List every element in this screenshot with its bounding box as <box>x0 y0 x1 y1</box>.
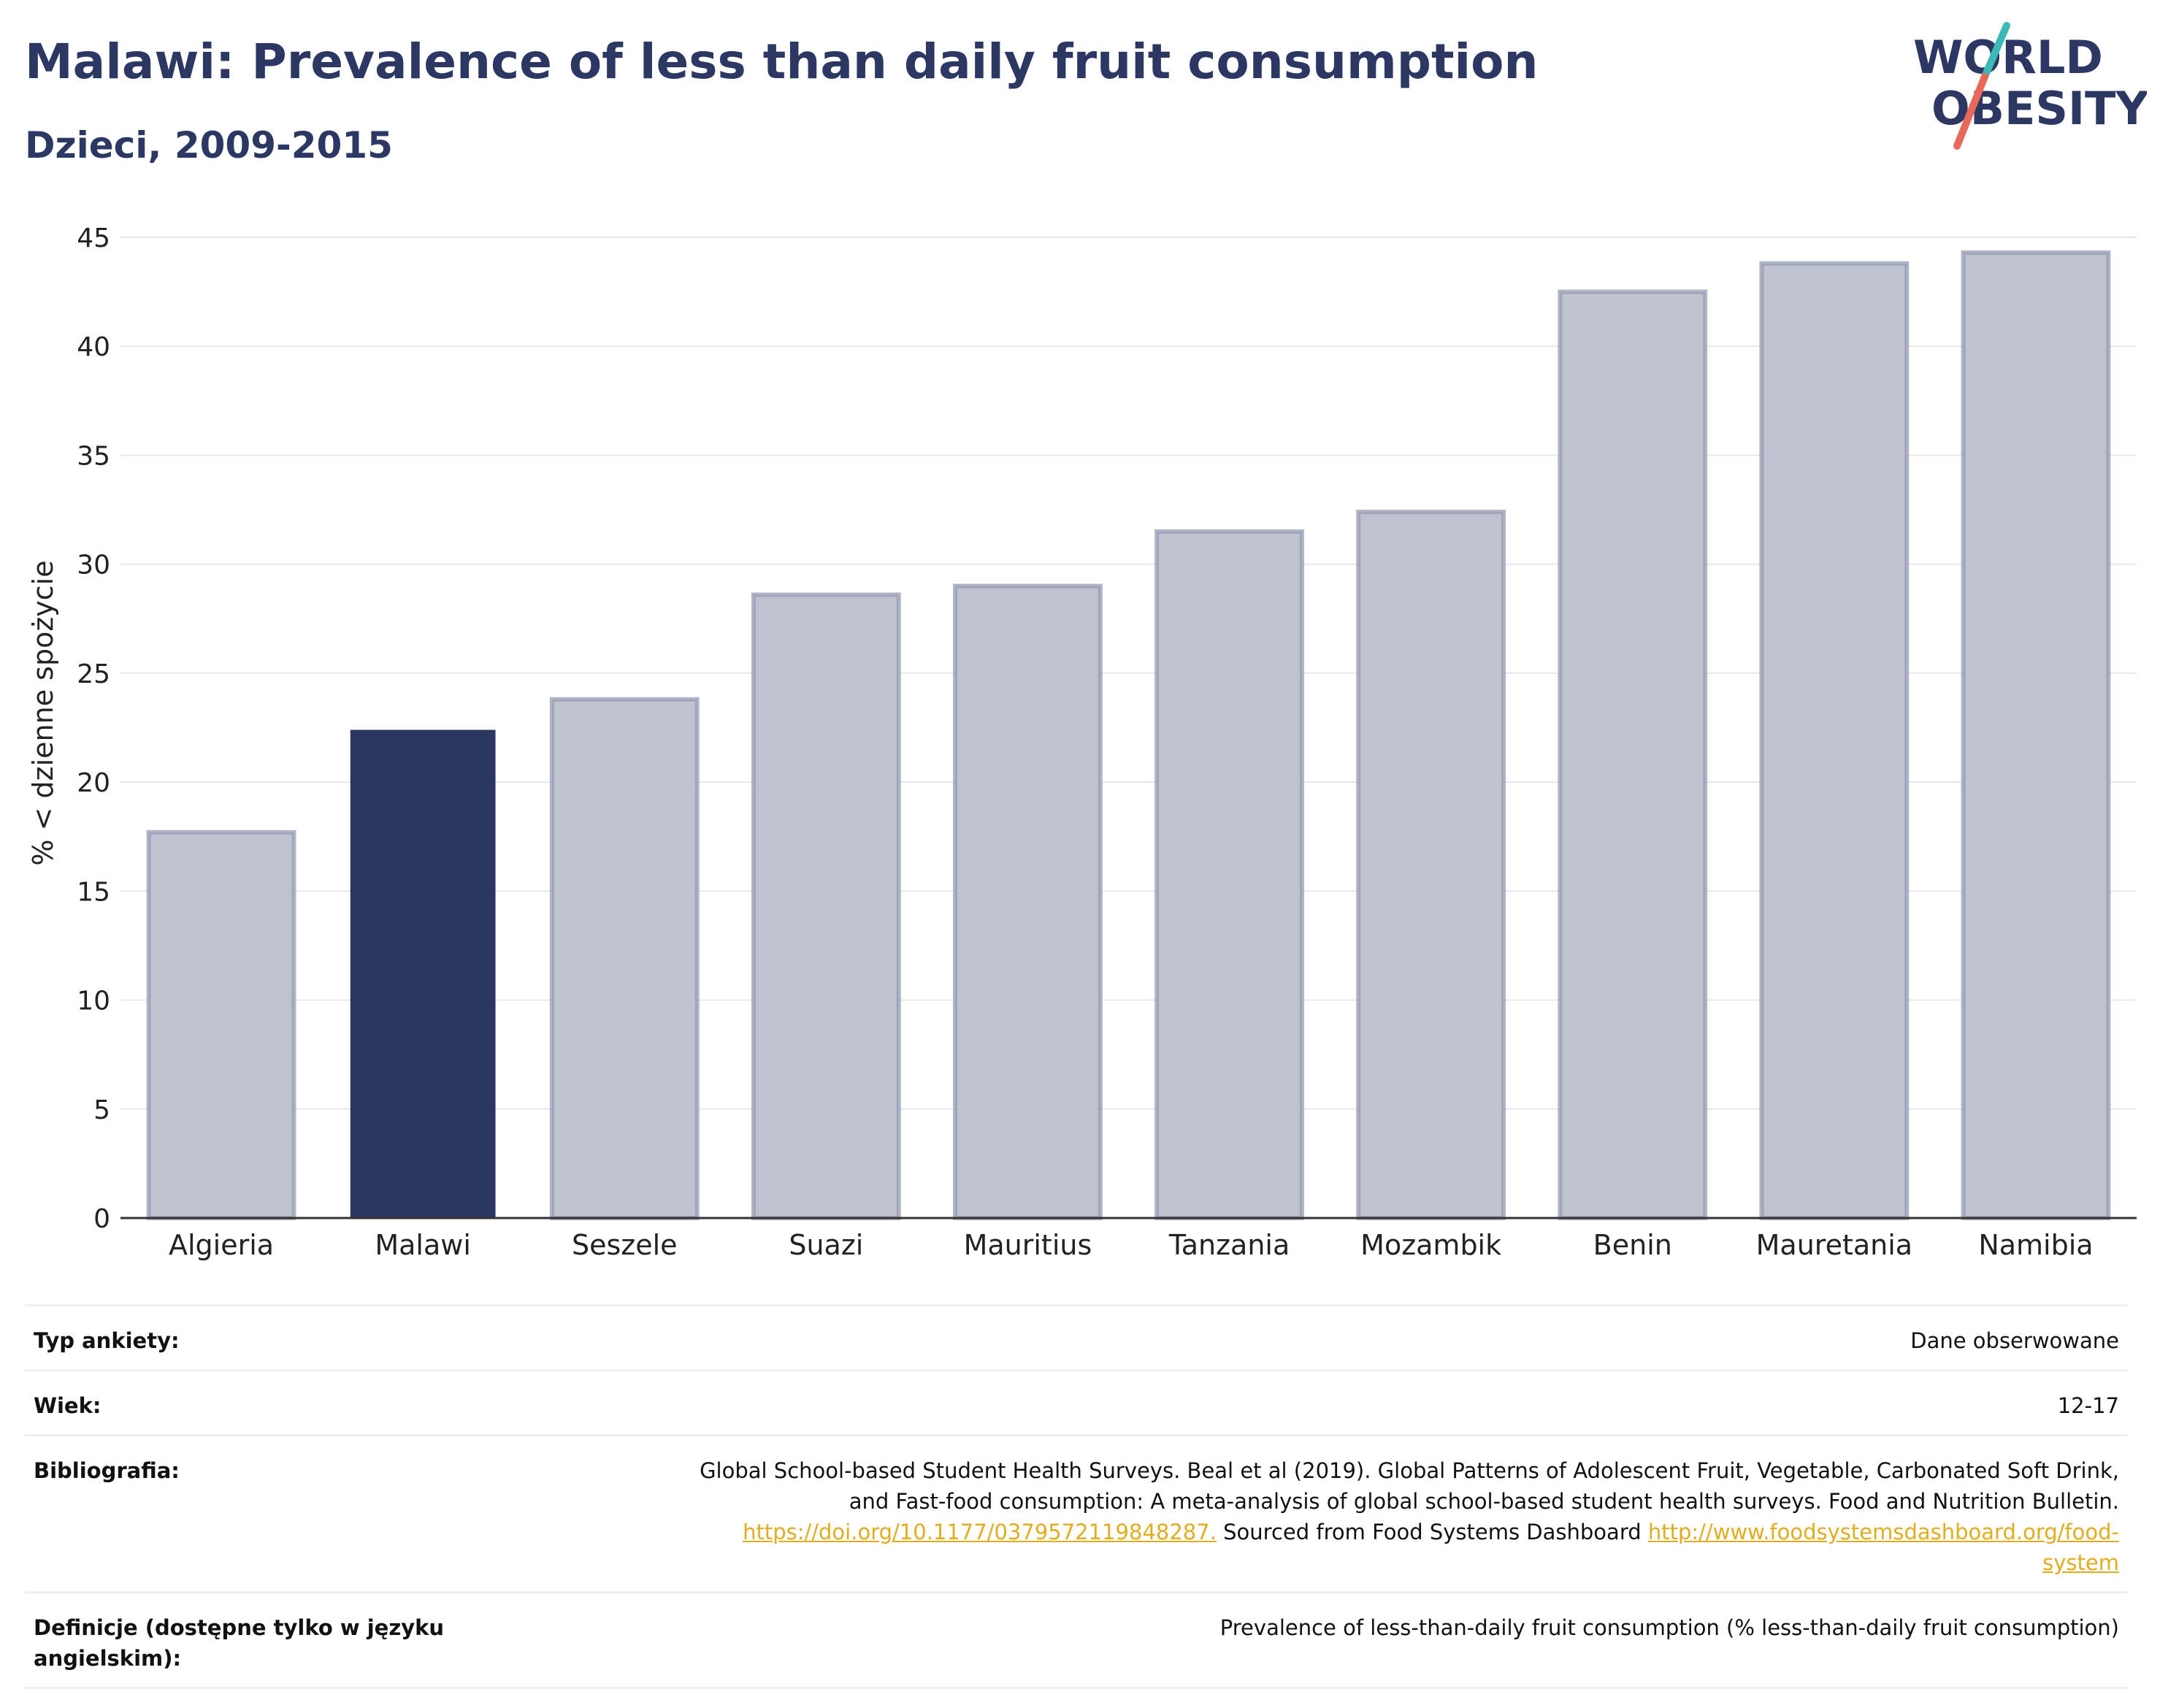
y-tick-label: 20 <box>77 768 110 798</box>
info-row-survey: Typ ankiety: Dane obserwowane <box>25 1304 2128 1369</box>
bar-algieria <box>146 830 296 1220</box>
info-row-bibliography: Bibliografia: Global School-based Studen… <box>25 1434 2128 1591</box>
definitions-label: Definicje (dostępne tylko w języku angie… <box>34 1615 445 1671</box>
y-tick-label: 10 <box>77 987 110 1016</box>
x-tick-label: Namibia <box>1978 1229 2093 1261</box>
info-row-definitions: Definicje (dostępne tylko w języku angie… <box>25 1591 2128 1689</box>
x-axis-ticks: Algieria Malawi Seszele Suazi Mauritius Tanza… <box>169 1229 2094 1261</box>
survey-type-label: Typ ankiety: <box>34 1328 180 1353</box>
y-tick-label: 45 <box>77 223 110 253</box>
x-tick-label: Algieria <box>169 1229 274 1261</box>
bar-seszele <box>549 697 700 1220</box>
x-tick-label: Benin <box>1593 1229 1672 1261</box>
x-tick-label: Seszele <box>572 1229 678 1261</box>
survey-type-value: Dane obserwowane <box>1910 1328 2119 1353</box>
y-tick-label: 15 <box>77 877 110 907</box>
bar-mauritius <box>953 583 1103 1220</box>
y-tick-label: 25 <box>77 659 110 689</box>
x-tick-label: Mauritius <box>964 1229 1092 1261</box>
x-tick-label: Mauretania <box>1756 1229 1912 1261</box>
doi-link[interactable]: https://doi.org/10.1177/0379572119848287… <box>743 1520 1217 1544</box>
x-tick-label: Tanzania <box>1168 1229 1290 1261</box>
chart-title: Malawi: Prevalence of less than daily fr… <box>25 34 1539 90</box>
y-axis-label: % < dzienne spożycie <box>27 560 59 865</box>
age-value: 12-17 <box>2057 1393 2119 1418</box>
bar-namibia <box>1961 250 2111 1220</box>
bibliography-label: Bibliografia: <box>34 1458 180 1483</box>
bar-malawi <box>350 729 496 1218</box>
x-tick-label: Mozambik <box>1360 1229 1501 1261</box>
logo-slash-coral <box>1953 73 1988 150</box>
y-tick-label: 40 <box>77 332 110 362</box>
definitions-value: Prevalence of less-than-daily fruit cons… <box>1219 1615 2119 1640</box>
chart-subtitle: Dzieci, 2009-2015 <box>25 124 393 166</box>
logo-slash-teal <box>1981 22 2010 80</box>
bibliography-text-3: Sourced from Food Systems Dashboard <box>1216 1520 1648 1544</box>
age-label: Wiek: <box>34 1393 102 1418</box>
y-tick-label: 30 <box>77 551 110 581</box>
info-table: Typ ankiety: Dane obserwowane Wiek: 12-1… <box>25 1304 2128 1689</box>
bar-chart: 0 5 10 15 20 25 30 35 40 45 Algieria Malawi Seszele… <box>27 223 2137 1261</box>
info-row-age: Wiek: 12-17 <box>25 1369 2128 1434</box>
world-obesity-logo: WORLD OBESITY <box>1913 22 2147 150</box>
bar-suazi <box>751 592 901 1220</box>
bibliography-text-2: and Fast-food consumption: A meta-analys… <box>849 1489 2119 1514</box>
bar-benin <box>1558 289 1708 1221</box>
bar-mauretania <box>1759 261 1910 1220</box>
bar-tanzania <box>1154 529 1304 1220</box>
food-systems-link-part2[interactable]: system <box>2042 1550 2119 1575</box>
bars <box>146 250 2111 1221</box>
x-tick-label: Malawi <box>375 1229 471 1261</box>
x-tick-label: Suazi <box>789 1229 863 1261</box>
logo-word-world: WORLD <box>1913 31 2103 84</box>
bibliography-value: Global School-based Student Health Surve… <box>501 1455 2119 1578</box>
y-tick-label: 0 <box>93 1204 110 1234</box>
food-systems-link-part1[interactable]: http://www.foodsystemsdashboard.org/food… <box>1647 1520 2119 1544</box>
y-tick-label: 35 <box>77 441 110 471</box>
bar-mozambik <box>1356 510 1506 1220</box>
y-axis-ticks: 0 5 10 15 20 25 30 35 40 45 <box>77 223 110 1234</box>
bibliography-text-1: Global School-based Student Health Surve… <box>700 1458 2119 1483</box>
y-tick-label: 5 <box>93 1095 110 1125</box>
